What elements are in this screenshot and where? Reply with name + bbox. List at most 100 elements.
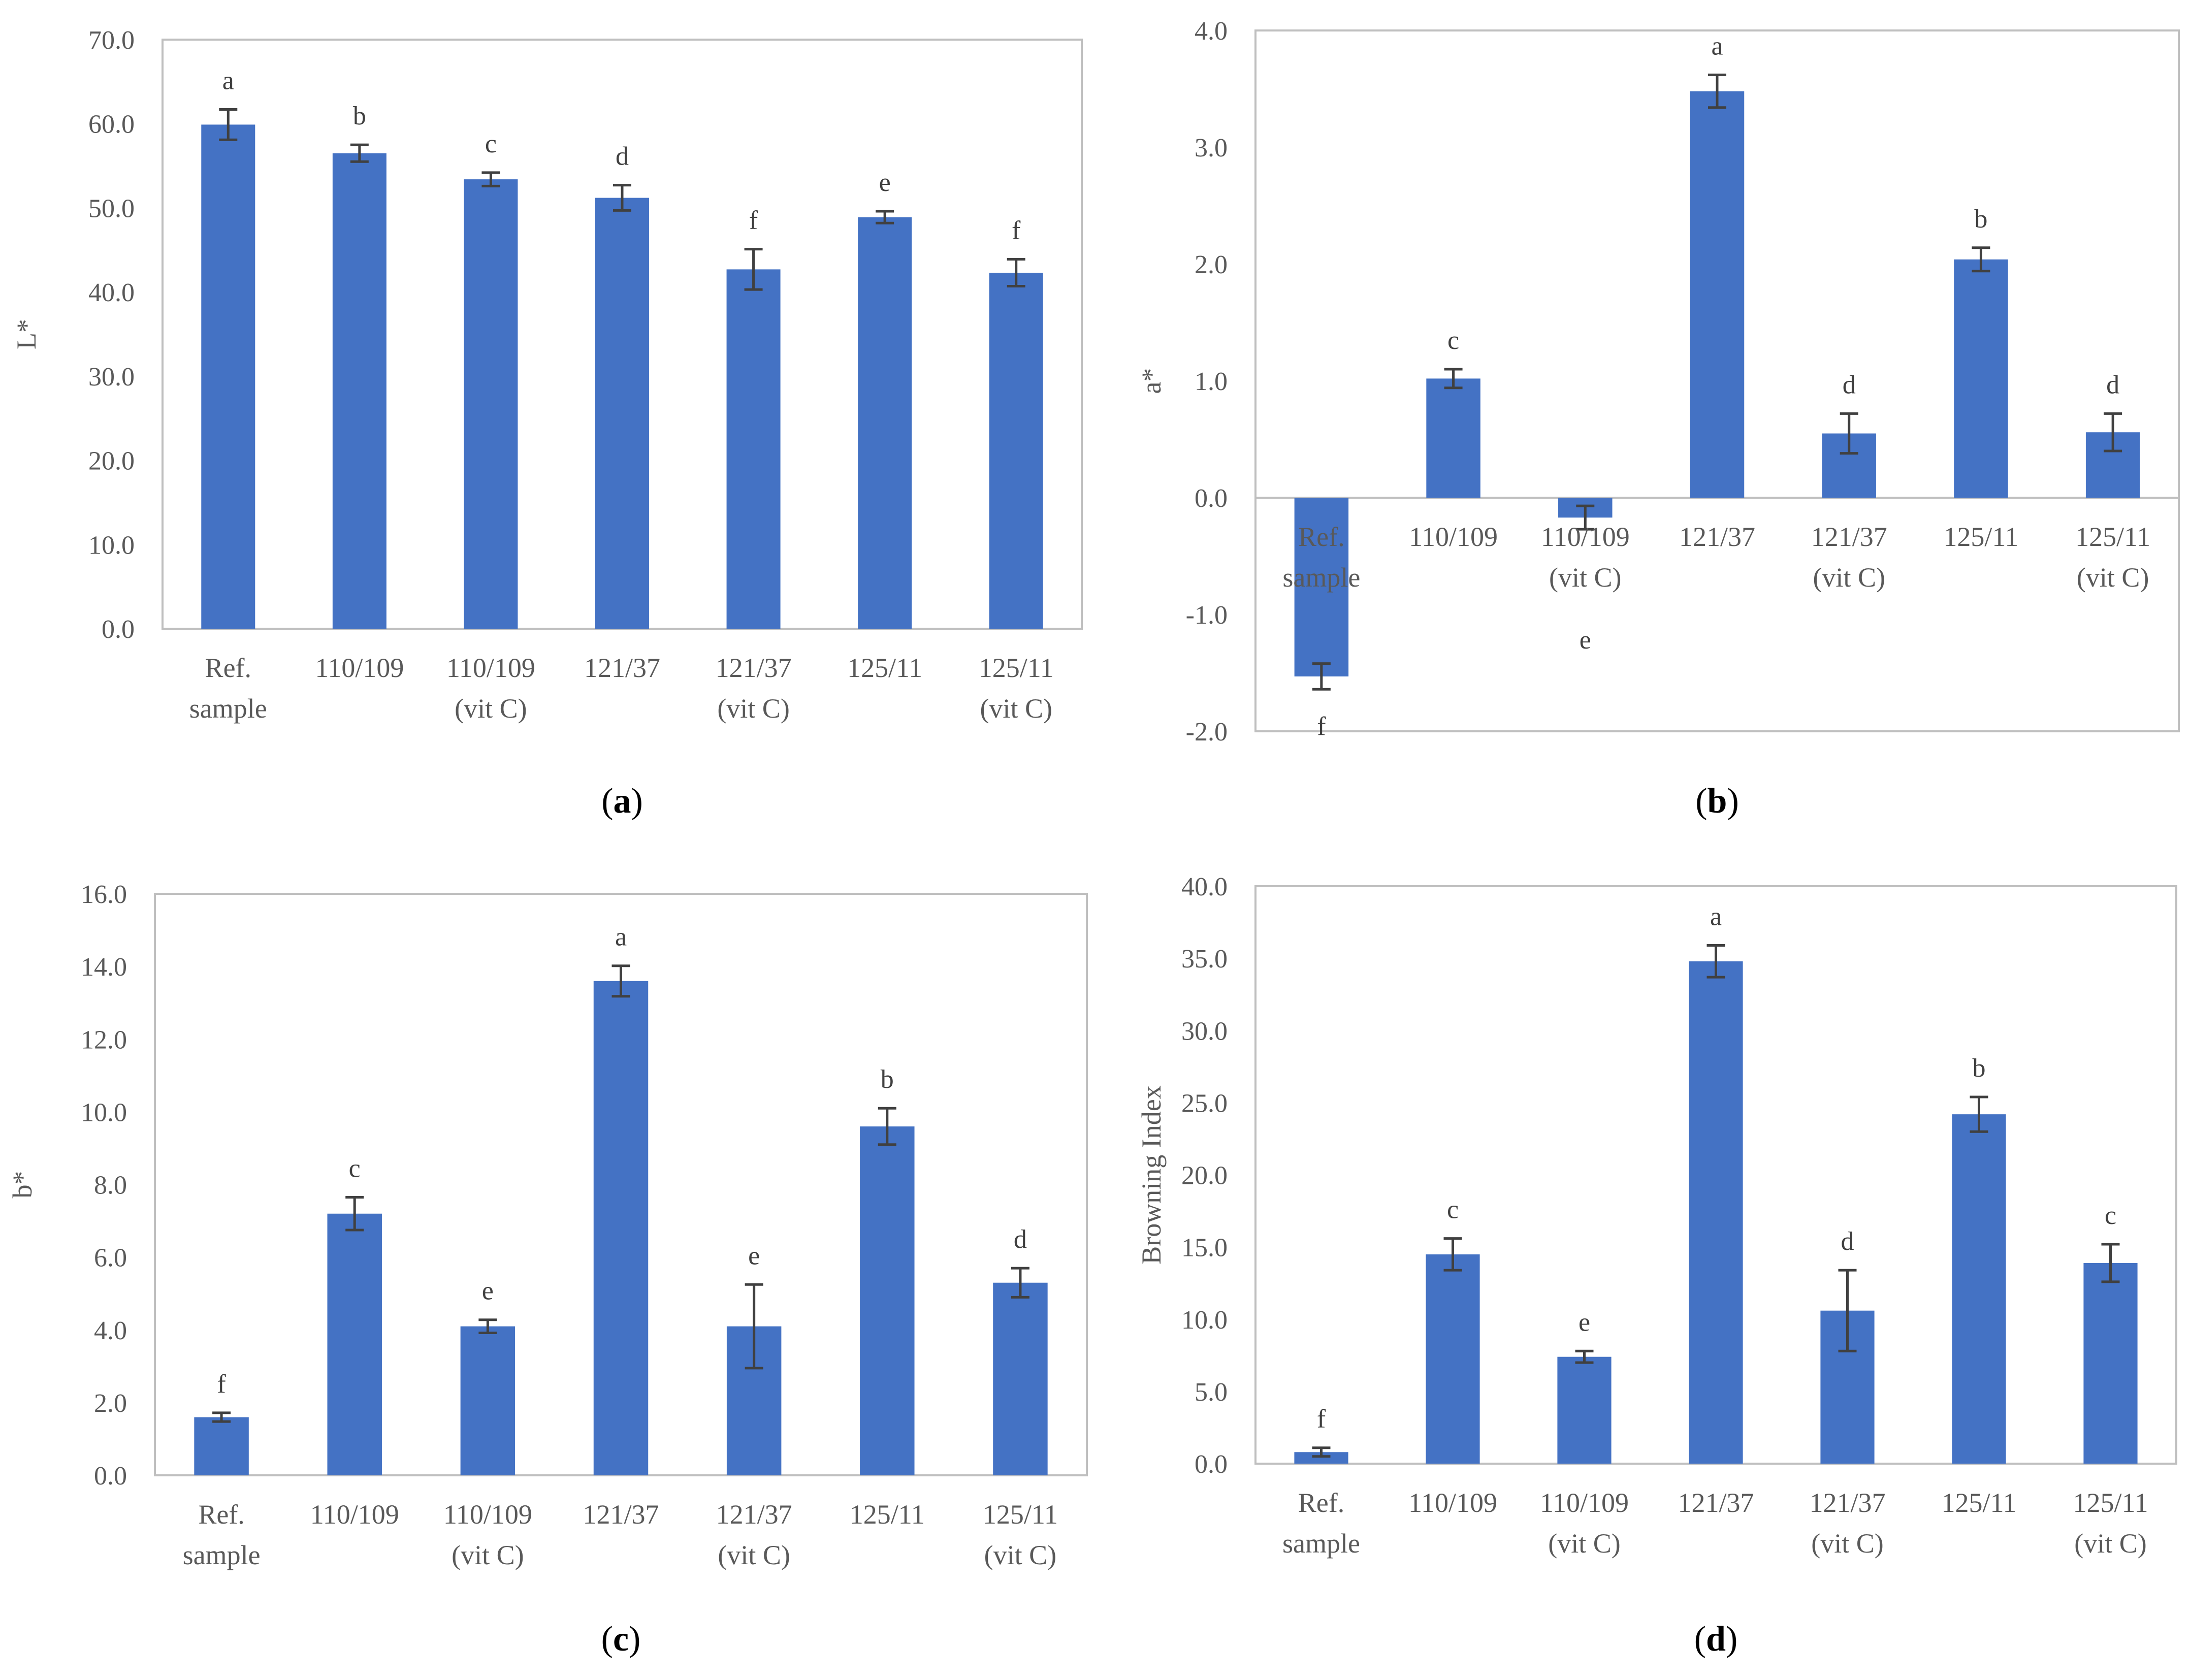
y-tick-label: 0.0	[102, 615, 135, 644]
y-tick-label: -2.0	[1186, 718, 1228, 747]
bar	[1426, 1254, 1480, 1464]
bar	[460, 1326, 516, 1475]
category-label: 110/109	[1409, 522, 1498, 552]
y-tick-label: 0.0	[1195, 1450, 1228, 1479]
panel-label-close: )	[631, 782, 643, 821]
significance-letter: a	[222, 67, 234, 95]
y-tick-label: 50.0	[88, 194, 135, 223]
category-label: 110/109	[1408, 1488, 1497, 1518]
category-label: 121/37	[584, 653, 660, 683]
significance-letter: c	[349, 1154, 361, 1183]
category-label: Ref.	[1298, 522, 1344, 552]
category-label: 121/37	[583, 1499, 659, 1530]
category-label: (vit C)	[718, 1540, 790, 1570]
panel-label-letter: b	[1708, 782, 1727, 821]
bar	[860, 1126, 915, 1475]
category-label: 110/109	[1540, 1488, 1629, 1518]
y-tick-label: 10.0	[1181, 1306, 1228, 1335]
category-label: 125/11	[1942, 1488, 2017, 1518]
category-label: (vit C)	[1548, 1528, 1621, 1559]
y-tick-label: 40.0	[88, 278, 135, 307]
y-tick-label: -1.0	[1186, 601, 1228, 630]
bar	[1954, 259, 2008, 498]
category-label: (vit C)	[455, 693, 527, 724]
category-label: 121/37	[716, 1499, 792, 1530]
category-label: 125/11	[983, 1499, 1058, 1530]
category-label: 125/11	[850, 1499, 925, 1530]
y-tick-label: 2.0	[94, 1389, 127, 1418]
significance-letter: b	[1974, 205, 1987, 234]
significance-letter: e	[482, 1277, 494, 1306]
category-label: 121/37	[1809, 1488, 1885, 1518]
chart-panel-b: -2.0 -1.0 0.0 1.0 2.0 3.0 4.0 a* f Ref. sample c 110…	[1136, 17, 2180, 821]
y-tick-label: 10.0	[81, 1098, 127, 1127]
y-tick-label: 2.0	[1195, 250, 1228, 279]
significance-letter: e	[748, 1241, 760, 1270]
category-label: sample	[1282, 1528, 1360, 1559]
y-tick-label: 60.0	[88, 110, 135, 139]
bar	[858, 217, 912, 629]
bar	[2083, 1263, 2138, 1464]
panel-label-open: (	[601, 782, 613, 821]
significance-letter: a	[1711, 31, 1723, 60]
significance-letter: d	[616, 142, 629, 171]
panel-label-open: (	[1694, 1620, 1706, 1659]
category-label: 121/37	[716, 653, 792, 683]
category-label: (vit C)	[980, 693, 1052, 724]
category-label: (vit C)	[1813, 562, 1885, 593]
significance-letter: d	[1014, 1225, 1027, 1254]
category-label: (vit C)	[2077, 562, 2149, 593]
significance-letter: f	[1317, 1405, 1326, 1434]
category-label: 125/11	[847, 653, 922, 683]
significance-letter: d	[2106, 370, 2119, 399]
category-label: 121/37	[1679, 522, 1755, 552]
panel-label: (a)	[601, 782, 643, 821]
category-label: 125/11	[2073, 1488, 2148, 1518]
panel-label-close: )	[1726, 1620, 1737, 1659]
y-tick-label: 0.0	[94, 1462, 127, 1491]
y-axis-label: b*	[7, 1171, 38, 1199]
chart-panel-a: 0.0 10.0 20.0 30.0 40.0 50.0 60.0 70.0 L* a Ref. sa…	[11, 26, 1083, 821]
bar	[464, 179, 518, 629]
category-label: (vit C)	[717, 693, 790, 724]
plot-frame	[1254, 29, 2180, 732]
chart-panel-d: 0.0 5.0 10.0 15.0 20.0 25.0 30.0 35.0 40.0 Browni…	[1136, 873, 2177, 1659]
y-tick-label: 16.0	[81, 880, 127, 909]
bar	[726, 269, 781, 629]
significance-letter: a	[615, 923, 627, 952]
bar	[1690, 91, 1745, 498]
y-tick-label: 20.0	[88, 447, 135, 476]
significance-letter: b	[353, 102, 366, 131]
bar	[201, 124, 255, 629]
y-tick-label: 3.0	[1195, 134, 1228, 163]
significance-letter: c	[485, 130, 497, 158]
y-tick-label: 4.0	[94, 1316, 127, 1345]
category-label: 121/37	[1678, 1488, 1754, 1518]
category-label: (vit C)	[984, 1540, 1057, 1570]
significance-letter: e	[1579, 1308, 1590, 1337]
panel-label-letter: d	[1706, 1620, 1726, 1659]
category-label: 110/109	[446, 653, 535, 683]
significance-letter: c	[1447, 326, 1459, 355]
significance-letter: c	[1447, 1196, 1459, 1224]
y-tick-label: 35.0	[1181, 945, 1228, 974]
significance-letter: f	[1317, 712, 1326, 741]
panel-label: (b)	[1695, 782, 1739, 821]
bar	[1294, 1452, 1348, 1464]
panel-label: (c)	[601, 1620, 641, 1659]
category-label: 110/109	[443, 1499, 532, 1530]
significance-letter: e	[1580, 626, 1591, 655]
category-label: sample	[189, 693, 267, 724]
significance-letter: f	[1012, 216, 1021, 245]
significance-letter: a	[1710, 902, 1722, 931]
panel-label-open: (	[1695, 782, 1707, 821]
bar	[595, 198, 650, 629]
y-tick-label: 25.0	[1181, 1089, 1228, 1118]
y-tick-label: 15.0	[1181, 1234, 1228, 1263]
y-tick-label: 8.0	[94, 1171, 127, 1200]
bar	[993, 1282, 1048, 1475]
category-label: (vit C)	[1811, 1528, 1884, 1559]
bar	[194, 1417, 249, 1475]
panel-label: (d)	[1694, 1620, 1738, 1659]
